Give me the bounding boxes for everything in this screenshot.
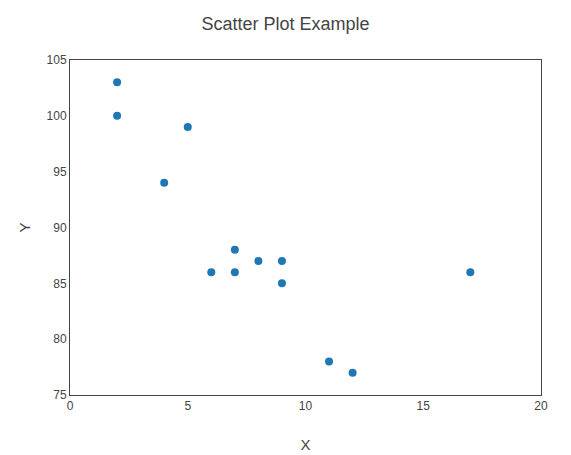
svg-text:15: 15 <box>417 399 431 413</box>
svg-text:5: 5 <box>184 399 191 413</box>
svg-text:75: 75 <box>53 388 67 402</box>
svg-text:0: 0 <box>67 399 74 413</box>
svg-text:100: 100 <box>47 109 67 123</box>
svg-text:Scatter Plot Example: Scatter Plot Example <box>201 14 369 34</box>
svg-text:95: 95 <box>53 165 67 179</box>
svg-text:X: X <box>300 436 310 453</box>
svg-text:105: 105 <box>47 53 67 67</box>
svg-text:85: 85 <box>53 277 67 291</box>
svg-text:10: 10 <box>299 399 313 413</box>
svg-text:90: 90 <box>53 221 67 235</box>
svg-text:80: 80 <box>53 332 67 346</box>
svg-text:Y: Y <box>16 222 33 232</box>
svg-text:20: 20 <box>534 399 548 413</box>
